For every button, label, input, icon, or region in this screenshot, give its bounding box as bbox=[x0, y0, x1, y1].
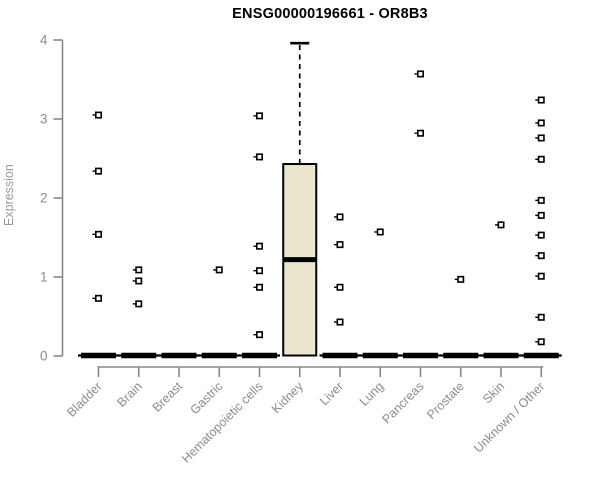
outlier-point bbox=[255, 112, 263, 120]
outlier-point bbox=[255, 153, 263, 161]
x-tick-label: Liver bbox=[317, 379, 346, 408]
outlier-point bbox=[376, 228, 384, 236]
y-tick-label: 2 bbox=[40, 191, 48, 206]
outlier-point bbox=[336, 283, 344, 291]
chart-title: ENSG00000196661 - OR8B3 bbox=[232, 6, 428, 22]
outlier-point bbox=[95, 230, 103, 238]
y-tick-label: 3 bbox=[40, 112, 48, 127]
y-tick-label: 0 bbox=[40, 349, 48, 364]
outlier-point bbox=[537, 196, 545, 204]
outlier-point bbox=[95, 111, 103, 119]
x-tick-label: Pancreas bbox=[379, 379, 426, 426]
y-tick-label: 4 bbox=[40, 33, 48, 48]
y-axis-title: Expression bbox=[2, 164, 16, 226]
x-tick-label: Brain bbox=[114, 379, 145, 410]
x-tick-label: Prostate bbox=[424, 379, 467, 422]
outlier-point bbox=[255, 267, 263, 275]
outlier-point bbox=[255, 331, 263, 339]
outlier-point bbox=[416, 129, 424, 137]
outlier-point bbox=[336, 213, 344, 221]
outlier-point bbox=[537, 338, 545, 346]
outlier-point bbox=[537, 231, 545, 239]
x-tick-label: Unknown / Other bbox=[471, 379, 547, 455]
outlier-point bbox=[135, 266, 143, 274]
x-tick-label: Kidney bbox=[269, 379, 306, 416]
y-tick-label: 1 bbox=[40, 270, 48, 285]
outlier-point bbox=[95, 294, 103, 302]
outlier-point bbox=[537, 272, 545, 280]
outlier-point bbox=[215, 266, 223, 274]
outlier-point bbox=[255, 242, 263, 250]
x-tick-label: Hematopoietic cells bbox=[179, 379, 266, 466]
outlier-point bbox=[336, 318, 344, 326]
outlier-point bbox=[336, 241, 344, 249]
outlier-point bbox=[537, 313, 545, 321]
outlier-point bbox=[537, 134, 545, 142]
outlier-point bbox=[135, 277, 143, 285]
outlier-point bbox=[416, 70, 424, 78]
x-tick-label: Bladder bbox=[64, 379, 104, 419]
outlier-point bbox=[457, 275, 465, 283]
outlier-point bbox=[95, 167, 103, 175]
outlier-point bbox=[537, 155, 545, 163]
x-tick-label: Breast bbox=[150, 379, 186, 415]
outlier-point bbox=[255, 283, 263, 291]
outlier-point bbox=[537, 119, 545, 127]
outlier-point bbox=[537, 252, 545, 260]
x-tick-label: Skin bbox=[480, 379, 507, 406]
outlier-point bbox=[497, 221, 505, 229]
x-tick-label: Lung bbox=[357, 379, 387, 409]
outlier-point bbox=[135, 300, 143, 308]
x-tick-label: Gastric bbox=[187, 379, 225, 417]
outlier-point bbox=[537, 96, 545, 104]
outlier-point bbox=[537, 211, 545, 219]
